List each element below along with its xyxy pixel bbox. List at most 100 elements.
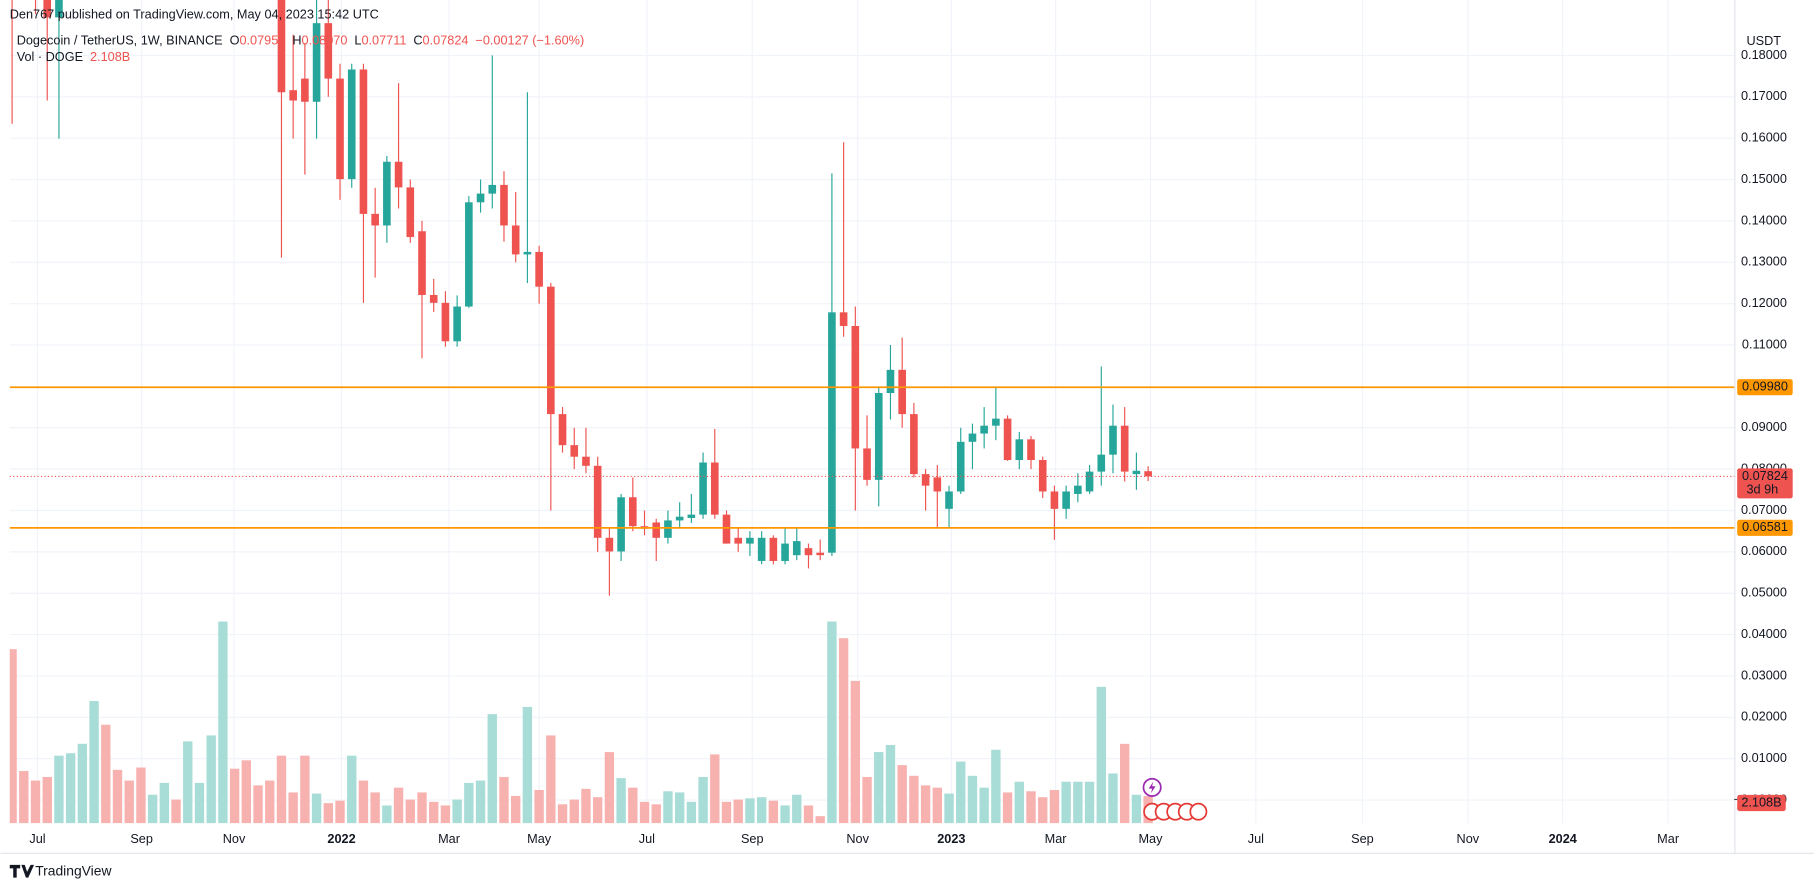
- candle-body: [781, 543, 789, 561]
- volume-bar: [1073, 781, 1083, 824]
- volume-bar: [569, 799, 579, 824]
- candle-body: [746, 537, 754, 544]
- candle-body: [804, 548, 813, 556]
- candle-body: [1109, 425, 1117, 455]
- volume-bar: [1002, 792, 1013, 824]
- low-value: 0.07711: [361, 33, 406, 48]
- level-label-box: [1737, 379, 1793, 396]
- candle-body: [675, 516, 684, 521]
- volume-bar: [147, 794, 158, 824]
- volume-bar: [792, 794, 802, 824]
- volume-bar: [265, 780, 275, 824]
- volume-bar: [663, 791, 673, 824]
- volume-bar: [686, 801, 697, 824]
- volume-bar: [89, 700, 99, 824]
- candle-body: [910, 414, 918, 475]
- volume-bar: [1131, 794, 1142, 824]
- volume-bar: [101, 724, 111, 824]
- volume-bar: [674, 792, 685, 824]
- volume-bar: [885, 744, 896, 824]
- volume-bar: [1084, 781, 1095, 824]
- x-tick-label: Mar: [1045, 831, 1068, 846]
- y-tick-label: 0.02000: [1741, 709, 1787, 724]
- volume-bar: [803, 805, 814, 824]
- volume-bar: [651, 804, 661, 824]
- x-tick-label: May: [1138, 831, 1163, 846]
- x-tick-label: 2024: [1549, 831, 1577, 846]
- x-tick-label: 2022: [327, 831, 355, 846]
- candle-body: [886, 369, 895, 394]
- countdown-label: 3d 9h: [1746, 482, 1778, 497]
- volume-bar: [1120, 743, 1130, 824]
- x-tick-label: Nov: [1457, 831, 1480, 846]
- x-tick-label: Sep: [130, 831, 153, 846]
- candle-body: [347, 69, 356, 180]
- last-price-label: 0.07824: [1742, 468, 1788, 483]
- volume-bar: [932, 787, 942, 824]
- x-tick-label: Jul: [1248, 831, 1264, 846]
- candle-body: [336, 78, 344, 180]
- x-tick-label: Mar: [1657, 831, 1680, 846]
- candle-body: [301, 78, 309, 102]
- candle-body: [1097, 454, 1106, 472]
- candle-body: [956, 441, 965, 492]
- volume-bar: [288, 792, 298, 824]
- volume-bar: [206, 735, 216, 824]
- volume-bar: [300, 755, 310, 824]
- y-tick-label: 0.07000: [1741, 502, 1787, 517]
- event-icon: [1148, 781, 1156, 794]
- candle-body: [664, 520, 672, 538]
- candle-body: [547, 286, 555, 415]
- change-value: −0.00127 (−1.60%): [475, 33, 584, 48]
- candle-body: [558, 414, 567, 446]
- volume-bar: [511, 795, 521, 824]
- volume-bar: [276, 755, 287, 824]
- volume-bar: [698, 776, 708, 824]
- currency: USDT: [1746, 33, 1781, 48]
- volume-bar: [815, 816, 825, 824]
- volume-bar: [475, 780, 486, 824]
- candle-body: [734, 537, 743, 544]
- y-tick-label: 0.15000: [1741, 171, 1787, 186]
- volume-bar: [429, 801, 439, 824]
- candle-body: [453, 306, 461, 342]
- axes: 0.18000 0.17000 0.16000 0.15000 0.14000 0.130…: [29, 47, 1793, 846]
- volume-bar: [944, 793, 954, 824]
- candle-body: [1038, 460, 1047, 492]
- o-label: O: [230, 33, 240, 48]
- volume-bar: [487, 714, 497, 824]
- volume-bar: [768, 800, 779, 824]
- volume-bar: [183, 741, 193, 824]
- volume-bar: [136, 767, 146, 824]
- candle-body: [828, 312, 836, 553]
- c-label: C: [413, 33, 422, 48]
- y-tick-label: 0.18000: [1741, 47, 1787, 62]
- candle-body: [312, 23, 321, 102]
- volume-bar: [194, 782, 205, 824]
- volume-bar: [171, 799, 181, 824]
- volume-bar: [1026, 791, 1036, 824]
- grid: [9, 0, 1735, 824]
- candle-body: [476, 193, 485, 203]
- volume-label-box: [1737, 794, 1786, 812]
- candle-body: [921, 474, 930, 486]
- volume-bar: [1049, 789, 1060, 824]
- x-tick-label: Nov: [223, 831, 246, 846]
- candle-body: [605, 537, 614, 552]
- candle-body: [898, 369, 906, 415]
- volume-bar: [592, 797, 603, 824]
- candle-body: [1062, 491, 1070, 509]
- footer: TradingView: [9, 862, 112, 878]
- candle-body: [687, 514, 696, 518]
- candle-body: [441, 302, 450, 342]
- volume-bar: [850, 680, 861, 824]
- candle-body: [968, 433, 977, 442]
- volume-bar: [557, 804, 568, 824]
- candle-body: [43, 0, 52, 18]
- volume-bar: [159, 782, 170, 824]
- x-tick-label: May: [527, 831, 552, 846]
- volume-bar: [604, 752, 615, 824]
- y-tick-label: 0.06000: [1741, 543, 1787, 558]
